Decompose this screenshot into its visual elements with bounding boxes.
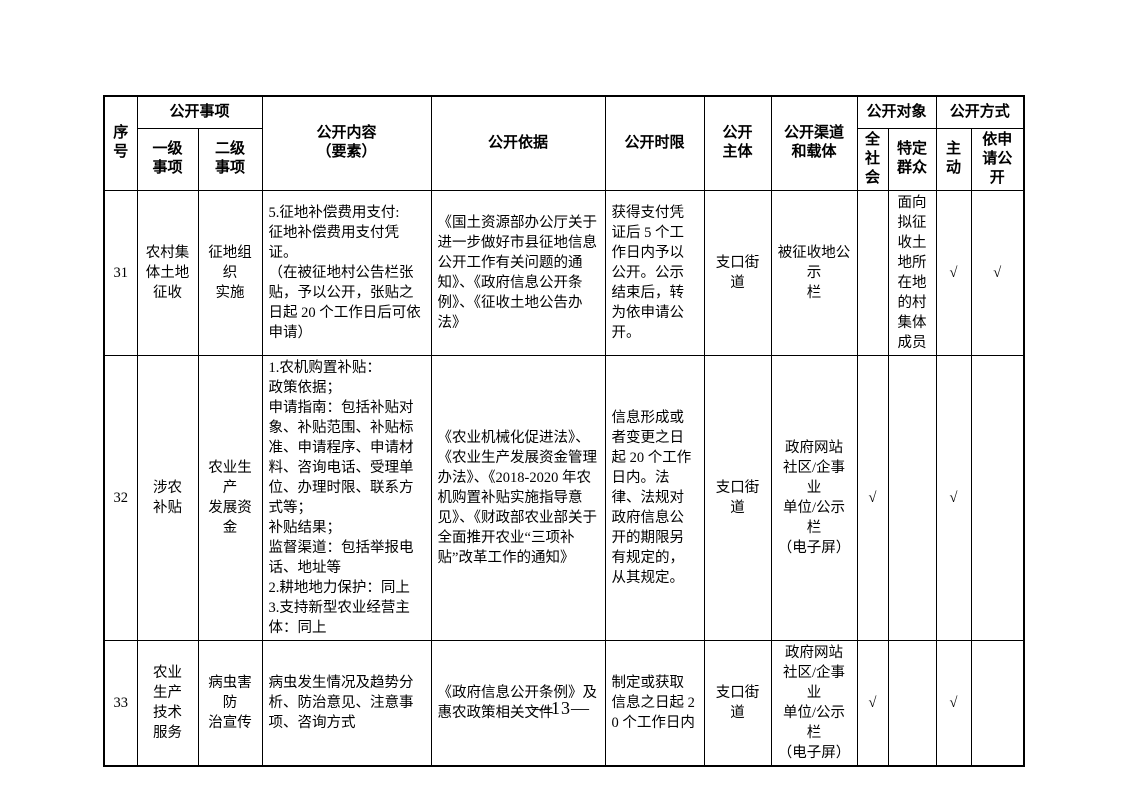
- cell-specific-groups: [887, 639, 937, 766]
- header-row-2: 一级 事项 二级 事项 全 社 会 特定 群众 主 动 依申 请公 开: [104, 127, 1025, 191]
- header-disclosure-content: 公开内容 （要素）: [261, 95, 432, 191]
- header-disclosure-items: 公开事项: [136, 95, 263, 129]
- header-proactive: 主 动: [935, 127, 972, 191]
- cell-content: 病虫发生情况及趋势分析、防治意见、注意事项、咨询方式: [261, 639, 432, 766]
- cell-subject: 支口街道: [703, 189, 772, 356]
- header-level1-item: 一级 事项: [136, 127, 199, 191]
- table-row-32: 32 涉农 补贴 农业生产 发展资金 1.农机购置补贴： 政策依据； 申请指南：…: [103, 354, 1025, 641]
- table-row-31: 31 农村集 体土地 征收 征地组织 实施 5.征地补偿费用支付: 征地补偿费用…: [103, 189, 1025, 356]
- header-disclosure-target: 公开对象: [856, 95, 937, 129]
- cell-basis: 《农业机械化促进法》、《农业生产发展资金管理办法》、《2018-2020 年农机…: [430, 354, 606, 641]
- disclosure-table: 序 号 公开事项 公开内容 （要素） 公开依据 公开时限 公开 主体 公开渠道 …: [103, 95, 1026, 767]
- cell-whole-society: [856, 189, 889, 356]
- cell-specific-groups: [887, 354, 937, 641]
- header-disclosure-subject: 公开 主体: [703, 95, 772, 191]
- header-disclosure-channel: 公开渠道 和载体: [770, 95, 858, 191]
- header-upon-request: 依申 请公 开: [970, 127, 1025, 191]
- cell-level2-item: 病虫害防 治宣传: [197, 639, 263, 766]
- cell-level2-item: 农业生产 发展资金: [197, 354, 263, 641]
- cell-subject: 支口街道: [703, 354, 772, 641]
- cell-upon-request: √: [970, 189, 1025, 356]
- cell-serial: 32: [103, 354, 138, 641]
- header-row-1: 序 号 公开事项 公开内容 （要素） 公开依据 公开时限 公开 主体 公开渠道 …: [103, 95, 1025, 191]
- cell-proactive: √: [935, 354, 972, 641]
- cell-whole-society: √: [856, 639, 889, 766]
- header-serial-number: 序 号: [103, 95, 138, 191]
- cell-basis: 《国土资源部办公厅关于进一步做好市县征地信息公开工作有关问题的通知》、《政府信息…: [430, 189, 606, 356]
- cell-time-limit: 制定或获取信息之日起 20 个工作日内: [604, 639, 705, 766]
- cell-proactive: √: [935, 639, 972, 766]
- cell-whole-society: √: [856, 354, 889, 641]
- header-disclosure-basis: 公开依据: [430, 95, 606, 191]
- cell-channel: 政府网站 社区/企事业 单位/公示栏 （电子屏）: [770, 639, 858, 766]
- cell-level2-item: 征地组织 实施: [197, 189, 263, 356]
- cell-basis: 《政府信息公开条例》及惠农政策相关文件: [430, 639, 606, 766]
- cell-proactive: √: [935, 189, 972, 356]
- header-disclosure-method: 公开方式: [935, 95, 1025, 129]
- cell-content: 5.征地补偿费用支付: 征地补偿费用支付凭证。 （在被征地村公告栏张贴，予以公开…: [261, 189, 432, 356]
- cell-upon-request: [970, 354, 1025, 641]
- cell-level1-item: 涉农 补贴: [136, 354, 199, 641]
- table-row-33: 33 农业 生产 技术 服务 病虫害防 治宣传 病虫发生情况及趋势分析、防治意见…: [103, 639, 1025, 766]
- cell-content: 1.农机购置补贴： 政策依据； 申请指南：包括补贴对象、补贴范围、补贴标准、申请…: [261, 354, 432, 641]
- header-whole-society: 全 社 会: [856, 127, 889, 191]
- cell-level1-item: 农村集 体土地 征收: [136, 189, 199, 356]
- cell-upon-request: [970, 639, 1025, 766]
- cell-time-limit: 获得支付凭证后 5 个工作日内予以公开。公示结束后，转为依申请公开。: [604, 189, 705, 356]
- cell-serial: 33: [103, 639, 138, 766]
- cell-channel: 被征收地公示 栏: [770, 189, 858, 356]
- page-number: —13—: [532, 698, 590, 718]
- cell-specific-groups: 面向 拟征 收土 地所 在地 的村 集体 成员: [887, 189, 937, 356]
- header-specific-groups: 特定 群众: [887, 127, 937, 191]
- header-level2-item: 二级 事项: [197, 127, 263, 191]
- header-disclosure-time-limit: 公开时限: [604, 95, 705, 191]
- cell-serial: 31: [103, 189, 138, 356]
- cell-channel: 政府网站 社区/企事业 单位/公示栏 （电子屏）: [770, 354, 858, 641]
- cell-level1-item: 农业 生产 技术 服务: [136, 639, 199, 766]
- cell-time-limit: 信息形成或者变更之日起 20 个工作日内。法律、法规对政府信息公开的期限另有规定…: [604, 354, 705, 641]
